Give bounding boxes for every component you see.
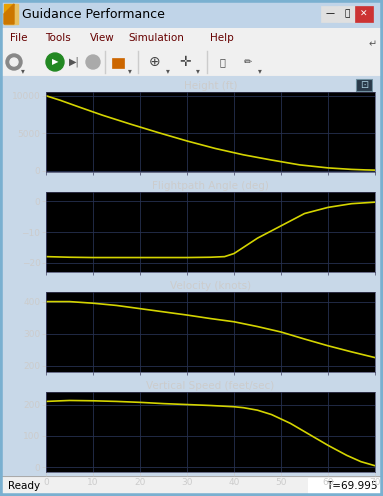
- Text: ▾: ▾: [258, 66, 262, 75]
- Text: Guidance Performance: Guidance Performance: [22, 7, 165, 20]
- Circle shape: [10, 58, 18, 66]
- Text: ✏: ✏: [244, 57, 252, 67]
- Text: ▶: ▶: [52, 58, 58, 66]
- Text: ▶|: ▶|: [69, 57, 79, 67]
- Polygon shape: [4, 4, 18, 24]
- Text: —: —: [326, 9, 334, 18]
- Title: Velocity (knots): Velocity (knots): [170, 281, 251, 291]
- Circle shape: [86, 55, 100, 69]
- Bar: [321, 6, 339, 22]
- Title: Flightpath Angle (deg): Flightpath Angle (deg): [152, 181, 269, 191]
- Text: Ready: Ready: [8, 481, 40, 491]
- Bar: [355, 6, 373, 22]
- Title: Height (ft): Height (ft): [184, 81, 237, 91]
- Circle shape: [6, 54, 22, 70]
- Text: ▾: ▾: [128, 66, 132, 75]
- Text: ✕: ✕: [360, 9, 368, 18]
- Text: Simulation: Simulation: [128, 33, 184, 43]
- Text: ⊕: ⊕: [149, 55, 161, 69]
- Text: ▾: ▾: [196, 66, 200, 75]
- Text: Tools: Tools: [45, 33, 71, 43]
- Bar: [338, 6, 356, 22]
- Text: ▾: ▾: [21, 66, 25, 75]
- Circle shape: [46, 53, 64, 71]
- Bar: [112, 58, 124, 68]
- Text: ↵: ↵: [369, 39, 377, 49]
- Text: File: File: [10, 33, 28, 43]
- Text: ⊡: ⊡: [360, 80, 368, 90]
- Text: ⬜: ⬜: [344, 9, 350, 18]
- Text: Help: Help: [210, 33, 234, 43]
- Text: View: View: [90, 33, 115, 43]
- Text: ▾: ▾: [166, 66, 170, 75]
- Bar: [308, 478, 380, 494]
- Text: ✛: ✛: [179, 55, 191, 69]
- Text: T=69.995: T=69.995: [326, 481, 378, 491]
- Title: Vertical Speed (feet/sec): Vertical Speed (feet/sec): [146, 381, 275, 391]
- Polygon shape: [4, 4, 14, 24]
- Text: 💾: 💾: [219, 57, 225, 67]
- Polygon shape: [4, 4, 14, 14]
